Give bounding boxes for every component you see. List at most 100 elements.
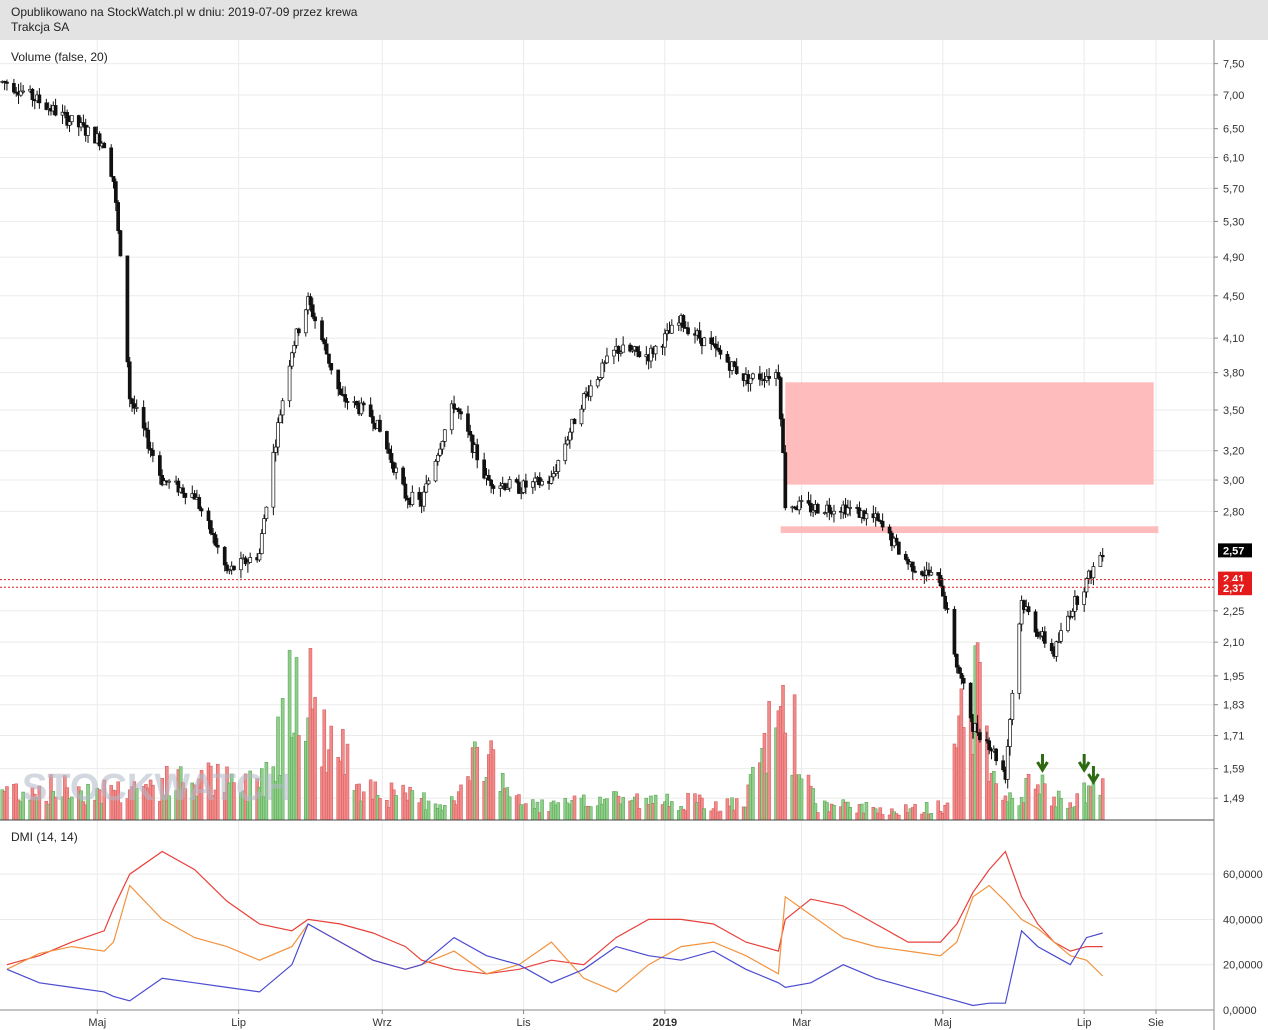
last-price-label: 2,57: [1223, 545, 1244, 557]
candle-body: [600, 362, 605, 378]
candle-body: [489, 479, 493, 487]
candle-body: [725, 353, 730, 363]
candle-body: [296, 328, 301, 334]
dmi-y-tick-label: 60,0000: [1223, 869, 1263, 881]
candle-body: [938, 574, 943, 587]
volume-bar: [702, 808, 706, 821]
candle-body: [1084, 578, 1089, 593]
candle-body: [702, 337, 707, 347]
x-tick-label: Wrz: [373, 1017, 392, 1029]
candle-body: [808, 502, 813, 513]
volume-bar: [751, 767, 755, 821]
candle-body: [1042, 631, 1047, 644]
candle-body: [442, 429, 447, 442]
candle-body: [570, 418, 575, 433]
candle-body: [310, 304, 315, 318]
candle-body: [468, 431, 473, 436]
volume-bar: [426, 800, 431, 821]
candle-body: [732, 361, 737, 367]
candle-body: [954, 653, 959, 668]
candle-body: [359, 402, 364, 415]
candle-body: [132, 403, 137, 409]
candle-body: [588, 385, 593, 397]
candle-body: [797, 500, 802, 511]
candle-body: [811, 510, 815, 513]
candle-body: [21, 90, 26, 93]
dmi-panel-label: DMI (14, 14): [11, 830, 78, 844]
y-tick-label: 6,10: [1223, 153, 1244, 165]
volume-bar: [686, 793, 690, 821]
volume-bar: [653, 794, 658, 821]
price-panel-label: Volume (false, 20): [11, 50, 108, 64]
candle-body: [197, 497, 202, 510]
candle-body: [822, 512, 827, 514]
candle-body: [686, 327, 690, 335]
volume-bar: [783, 732, 788, 821]
candle-body: [361, 402, 366, 406]
y-tick-label: 2,80: [1223, 506, 1244, 518]
dmi-y-tick-label: 0,0000: [1223, 1005, 1257, 1017]
resistance-zone-2: [780, 526, 1159, 534]
candle-body: [424, 483, 429, 493]
volume-bar: [1043, 783, 1047, 821]
candle-body: [887, 526, 892, 534]
candle-body: [910, 561, 915, 572]
candle-body: [653, 345, 658, 355]
candle-body: [1098, 555, 1103, 567]
volume-bar: [313, 697, 317, 821]
volume-bar: [605, 798, 609, 821]
candle-body: [192, 493, 197, 500]
candle-body: [832, 510, 836, 515]
candle-body: [581, 393, 586, 410]
candle-body: [630, 349, 635, 352]
candle-body: [1005, 746, 1010, 780]
candle-body: [76, 115, 81, 128]
candle-body: [125, 255, 130, 363]
candle-body: [1001, 760, 1005, 771]
candle-body: [338, 388, 343, 395]
volume-bar: [670, 801, 674, 821]
candle-body: [116, 202, 120, 232]
candle-body: [792, 506, 797, 509]
y-tick-label: 3,80: [1223, 368, 1244, 380]
candle-body: [213, 534, 218, 546]
candle-body: [748, 377, 753, 384]
volume-bar: [572, 795, 577, 821]
candle-body: [637, 351, 642, 358]
candle-body: [475, 444, 480, 461]
volume-bar: [361, 791, 366, 821]
candle-body: [987, 740, 992, 750]
candle-body: [144, 427, 148, 431]
candle-body: [517, 481, 521, 494]
candle-body: [111, 176, 116, 182]
candle-body: [549, 476, 554, 484]
candle-body: [503, 483, 507, 490]
candle-body: [151, 449, 155, 456]
candle-body: [554, 471, 558, 474]
candle-body: [371, 416, 375, 424]
candle-body: [945, 608, 950, 610]
candle-body: [507, 479, 512, 489]
candle-body: [134, 407, 139, 409]
y-tick-label: 3,00: [1223, 475, 1244, 487]
volume-bar: [1075, 793, 1079, 821]
volume-bar: [767, 701, 771, 821]
candle-body: [1059, 630, 1063, 642]
volume-bar: [475, 746, 479, 821]
candle-body: [1091, 566, 1096, 579]
candle-body: [1100, 555, 1105, 558]
candle-body: [405, 497, 410, 501]
candle-body: [181, 487, 185, 494]
candle-body: [565, 439, 570, 445]
candle-body: [378, 419, 382, 432]
candle-body: [109, 147, 114, 177]
x-tick-label: Mar: [792, 1017, 811, 1029]
candle-body: [69, 115, 74, 123]
candle-body: [767, 376, 771, 379]
y-tick-label: 6,50: [1223, 124, 1244, 136]
candle-body: [127, 361, 132, 400]
candle-body: [519, 492, 524, 494]
candle-body: [1017, 623, 1022, 694]
candle-body: [183, 492, 188, 498]
